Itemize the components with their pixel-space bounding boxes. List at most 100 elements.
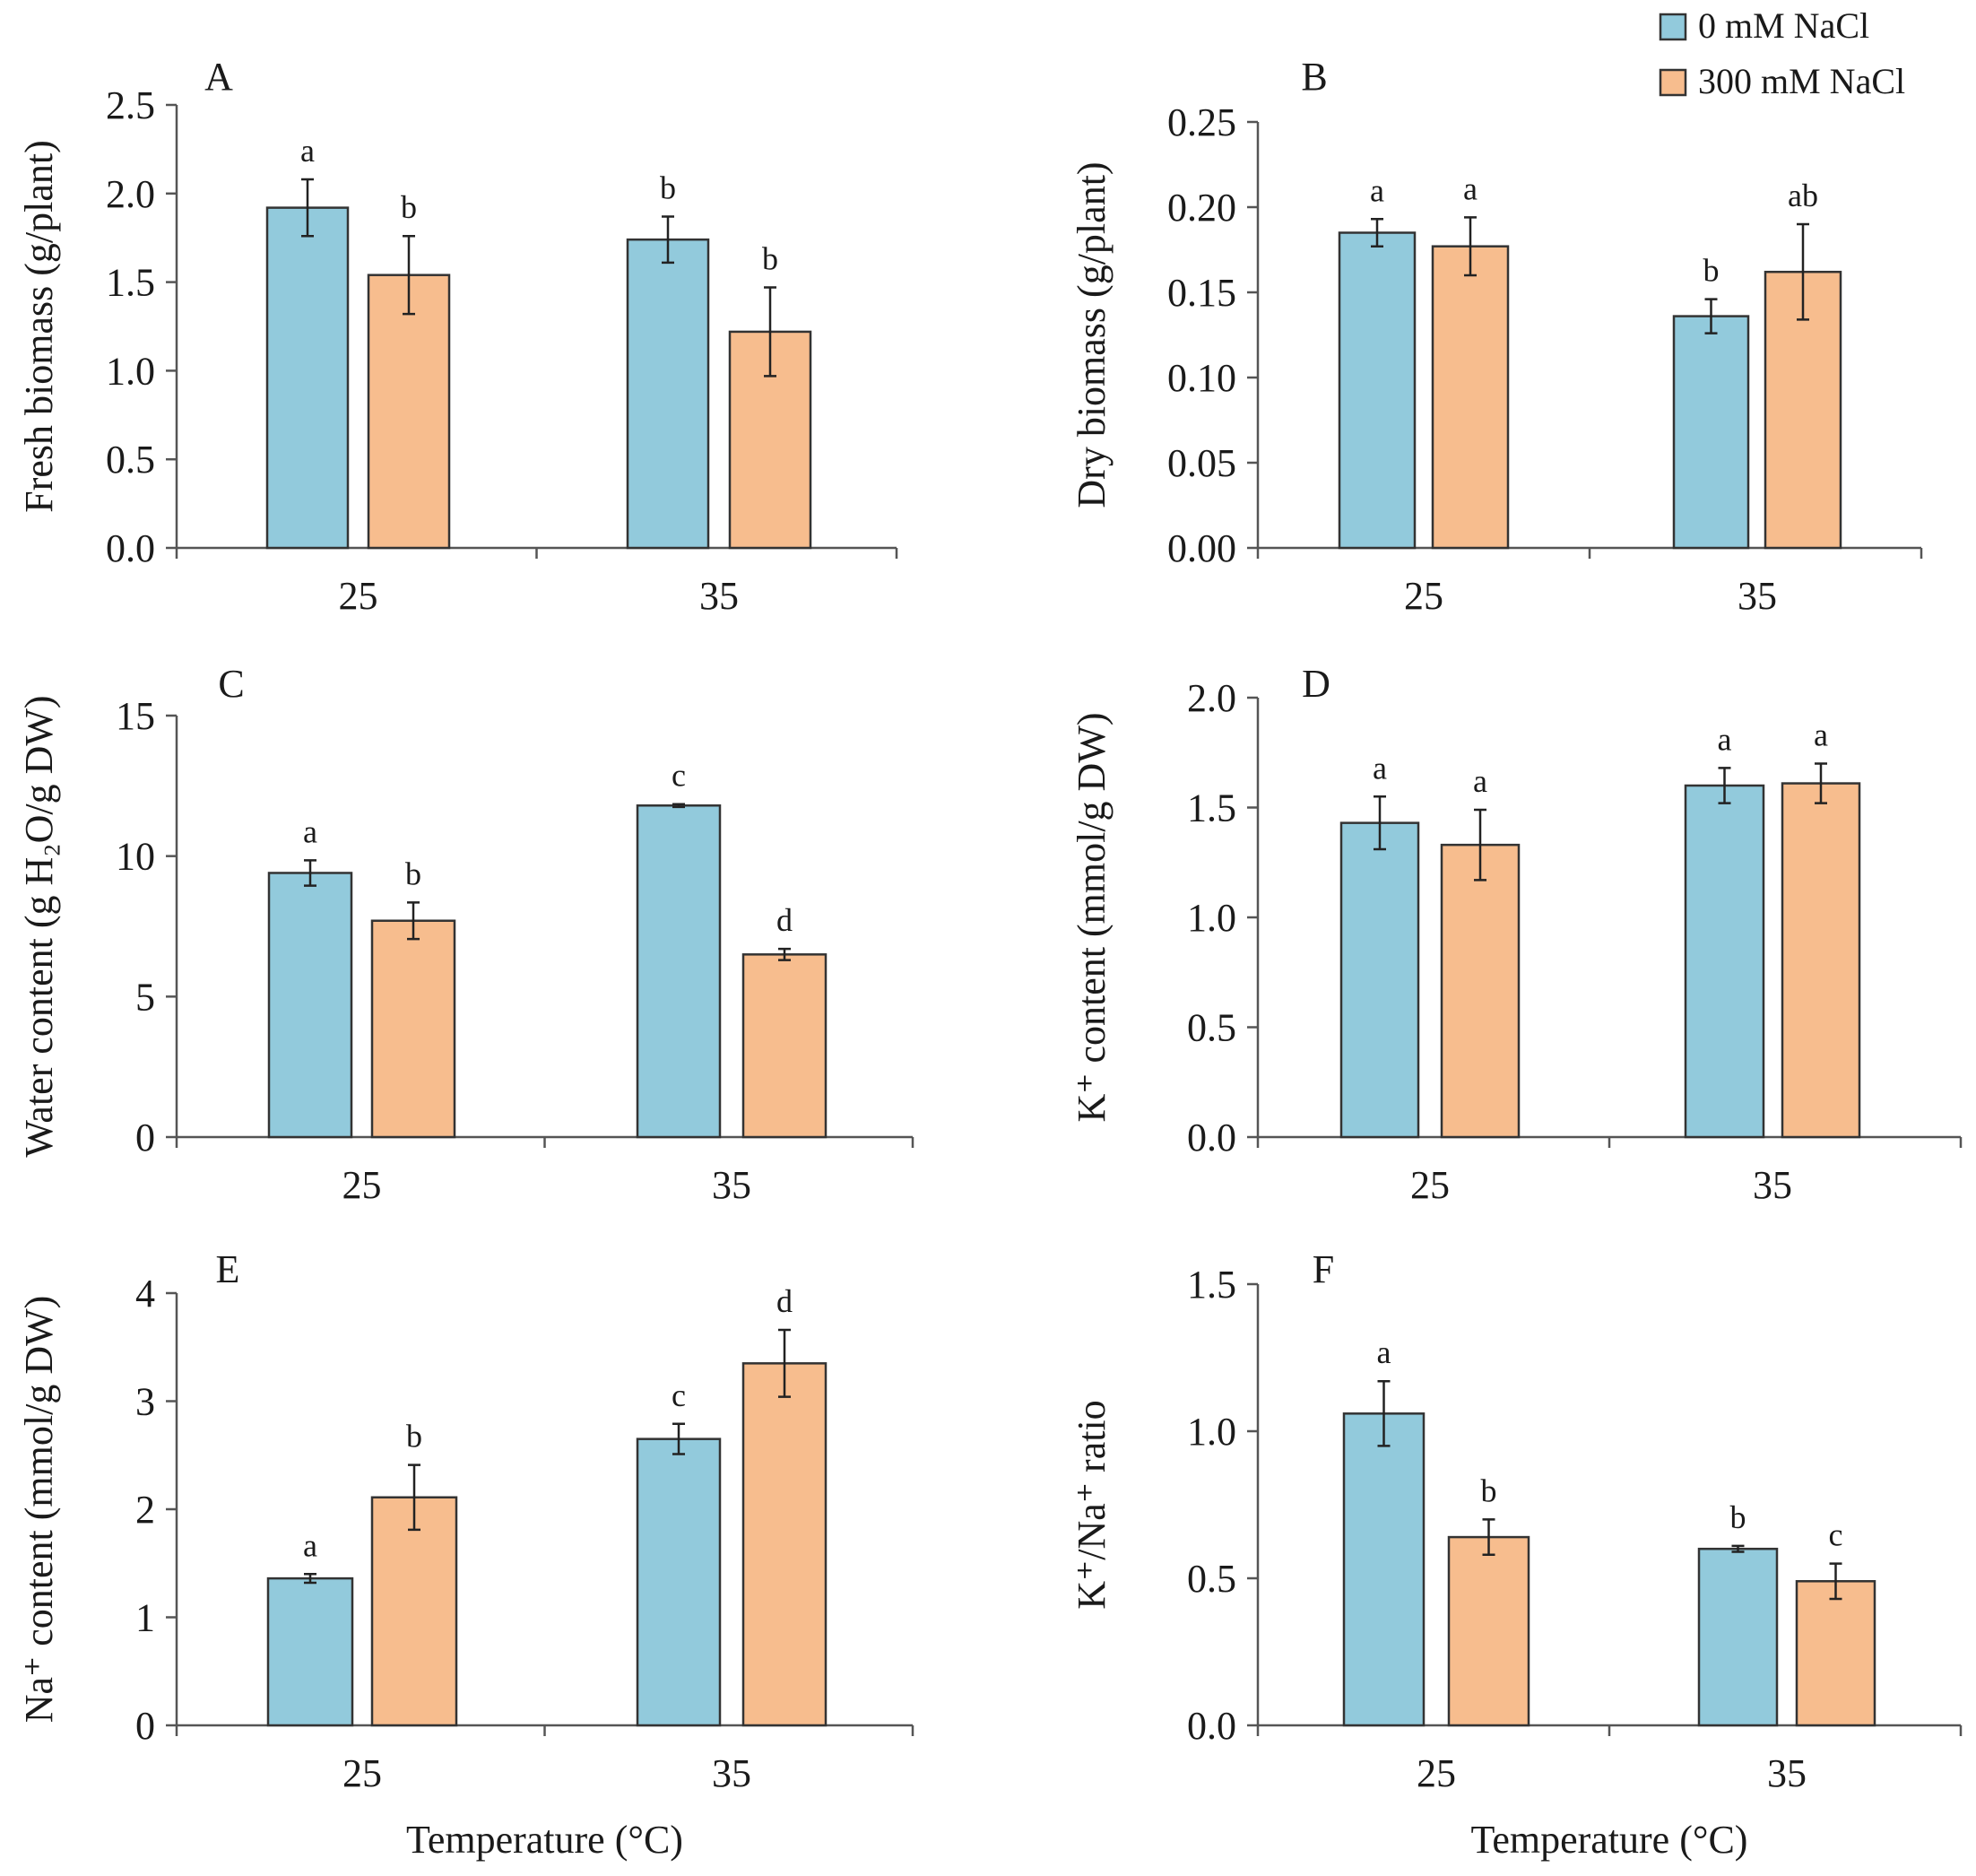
bar-b [1431,245,1510,550]
error-bar-d [1815,762,1827,804]
significance-letter-d: a [1814,717,1828,753]
error-bar-a [764,286,776,378]
significance-letter-c: a [303,813,317,849]
x-tick-label-d: 25 [1410,1163,1450,1207]
y-axis-title-f: K⁺/Na⁺ ratio [1070,1400,1114,1609]
bar-f [1342,1412,1426,1727]
legend-label-0mm: 0 mM NaCl [1698,5,1869,46]
x-tick-label-e: 35 [712,1751,751,1795]
bar-c [267,872,353,1139]
bar-a [367,274,451,550]
panel-letter-b: B [1301,55,1327,99]
y-tick-label-f: 0.0 [1187,1704,1236,1748]
x-axis-title-e: Temperature (°C) [406,1818,683,1862]
significance-letter-f: c [1829,1517,1843,1553]
bar-e [741,1362,828,1727]
y-tick-label-e: 4 [135,1272,155,1316]
significance-letter-e: d [776,1283,793,1319]
y-tick-label-d: 0.0 [1187,1116,1236,1159]
y-tick-label-f: 0.5 [1187,1557,1236,1601]
error-bar-e [778,1328,791,1398]
significance-letter-a: b [660,169,676,205]
panel-c: 0 5 10 15 25 35 a b c d C Water content (g H₂O/g DW… [17,662,914,1207]
x-tick-label-b: 25 [1404,574,1443,618]
significance-letter-d: a [1473,763,1487,799]
y-axis-title-b: Dry biomass (g/plant) [1070,161,1114,508]
y-axis-title-e: Na⁺ content (mmol/g DW) [17,1296,61,1724]
y-tick-label-a: 0.0 [106,526,155,570]
panel-d: 0.0 0.5 1.0 1.5 2.0 25 35 a a a a D K⁺ content (mmol… [1070,662,1963,1207]
panel-e: 0 1 2 3 4 25 35 a b c d E Na⁺ content (mmol/g DW) Tem… [17,1247,914,1862]
y-tick-label-b: 0.10 [1167,356,1236,400]
x-tick-label-c: 25 [342,1163,382,1207]
y-tick-label-a: 0.5 [106,438,155,482]
error-bar-b [1704,298,1718,334]
y-tick-label-d: 0.5 [1187,1006,1236,1050]
error-bar-d [1374,795,1386,851]
x-tick-label-d: 35 [1753,1163,1792,1207]
y-tick-label-e: 1 [135,1596,155,1640]
y-tick-label-d: 1.0 [1187,896,1236,940]
error-bar-c [304,859,316,887]
x-tick-label-a: 25 [339,574,378,618]
y-tick-label-a: 2.5 [106,83,155,127]
panel-f: 0.0 0.5 1.0 1.5 25 35 a b b c F K⁺/Na⁺ ratio Tempera… [1070,1247,1963,1862]
panel-a: 0.0 0.5 1.0 1.5 2.0 2.5 25 35 a b b b A Fresh biomass… [17,55,898,618]
y-tick-label-f: 1.0 [1187,1410,1236,1454]
significance-letter-d: a [1718,721,1732,757]
y-tick-label-a: 1.0 [106,349,155,393]
bar-a [626,238,710,550]
y-axis-title-a: Fresh biomass (g/plant) [17,140,61,513]
bar-b [1338,231,1417,550]
legend: 0 mM NaCl 300 mM NaCl [1659,5,1905,101]
significance-letter-c: c [672,758,686,794]
y-tick-label-e: 0 [135,1704,155,1748]
error-bar-c [407,901,420,941]
y-tick-label-b: 0.25 [1167,100,1236,144]
y-tick-label-c: 0 [135,1116,155,1159]
x-tick-label-f: 35 [1767,1751,1807,1795]
error-bar-f [1482,1518,1495,1557]
y-tick-label-c: 5 [135,975,155,1019]
legend-swatch-300mm [1659,68,1687,97]
y-axis-title-d: K⁺ content (mmol/g DW) [1070,712,1114,1122]
error-bar-f [1829,1562,1842,1601]
significance-letter-f: b [1730,1499,1746,1535]
error-bar-d [1474,808,1486,882]
panel-letter-c: C [218,662,244,706]
significance-letter-e: a [303,1527,317,1563]
y-tick-label-b: 0.00 [1167,526,1236,570]
y-tick-label-a: 2.0 [106,172,155,216]
error-bar-a [662,215,674,265]
bar-b [1672,315,1750,550]
error-bar-b [1797,222,1809,321]
x-tick-label-f: 25 [1417,1751,1456,1795]
error-bar-f [1731,1544,1745,1553]
significance-letter-b: a [1463,170,1478,206]
legend-swatch-0mm [1659,13,1687,41]
bar-f [1795,1580,1876,1727]
bar-a [265,206,350,550]
bar-c [370,919,456,1139]
x-tick-label-c: 35 [712,1163,751,1207]
x-tick-label-a: 35 [699,574,739,618]
significance-letter-a: b [401,189,417,225]
y-tick-label-b: 0.20 [1167,186,1236,230]
significance-letter-f: a [1377,1334,1391,1370]
x-axis-title-f: Temperature (°C) [1471,1818,1748,1862]
y-tick-label-f: 1.5 [1187,1263,1236,1307]
error-bar-a [403,234,415,316]
panel-letter-d: D [1302,662,1330,706]
bar-e [370,1496,458,1727]
y-tick-label-e: 2 [135,1488,155,1532]
error-bar-a [301,178,314,238]
error-bar-c [672,803,685,809]
significance-letter-d: a [1373,750,1387,786]
error-bar-e [304,1573,316,1585]
legend-label-300mm: 300 mM NaCl [1698,61,1905,101]
bar-f [1697,1547,1779,1727]
panel-letter-e: E [216,1247,240,1291]
error-bar-f [1377,1379,1391,1447]
